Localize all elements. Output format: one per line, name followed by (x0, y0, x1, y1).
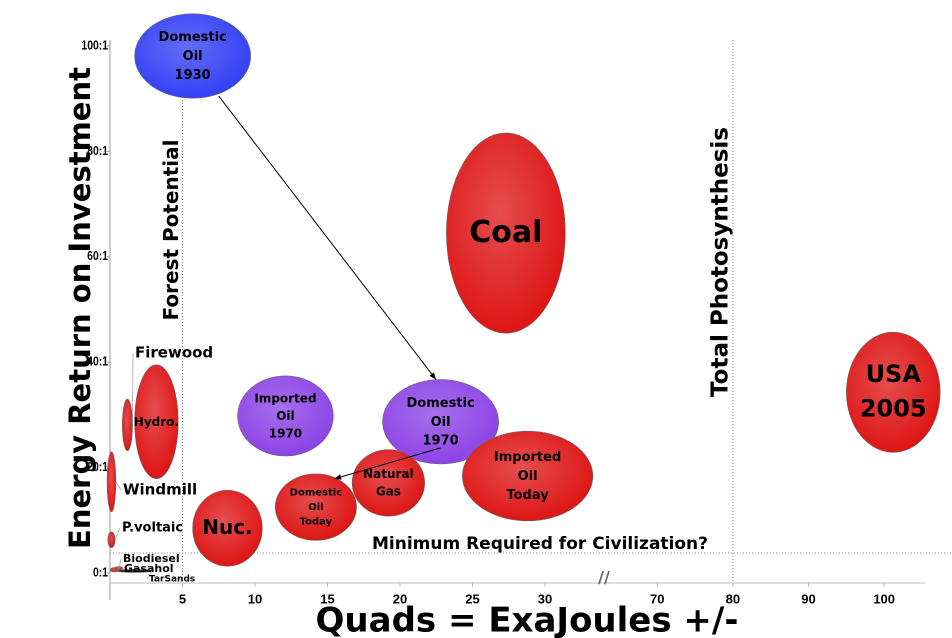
bubble (382, 379, 499, 465)
y-axis-title: Energy Return on Investment (63, 67, 97, 549)
bubble (134, 364, 179, 479)
arrow (334, 447, 441, 480)
x-tick-label: 25 (465, 591, 479, 606)
bubble-label-line: 2005 (860, 395, 927, 423)
x-tick-label: 70 (650, 591, 664, 606)
bubble-label-line: Imported (254, 391, 316, 405)
bubble-label: Gasahol (124, 562, 174, 575)
bubble-label-line: Oil (183, 49, 203, 64)
x-tick-label: 80 (726, 591, 740, 606)
leader-line (114, 527, 121, 540)
bubble (351, 449, 425, 517)
bubble-label-line: Oil (518, 469, 538, 484)
bubble-label-line: Oil (308, 502, 323, 513)
bubble (122, 398, 133, 452)
bubble-label: Coal (469, 215, 542, 250)
bubble (846, 331, 941, 453)
leader-line (118, 558, 122, 570)
bubble-label-line: Oil (431, 414, 451, 429)
bubble-label: USA 2005 (860, 360, 927, 423)
x-tick-label: 100 (873, 591, 895, 606)
bubble-label-line: Gas (376, 484, 401, 498)
bubble-label-line: Imported (494, 450, 561, 465)
bubble-label-line: Nuc. (202, 515, 252, 539)
bubble-label: Imported Oil Today (494, 450, 561, 503)
leader-line (115, 481, 122, 491)
bubble (134, 13, 251, 99)
bubble (446, 132, 566, 334)
bubble-label: Domestic Oil Today (290, 488, 343, 528)
bubble-label: Firewood (135, 344, 213, 362)
bubble (106, 451, 117, 513)
bubble (274, 473, 357, 541)
bubble-label-line: Oil (276, 408, 294, 422)
bubble-label-line: USA (866, 360, 922, 388)
y-tick-label: 20:1 (87, 460, 108, 474)
bubble-label-line: Hydro. (134, 414, 179, 428)
bubble-label: P.voltaic (122, 521, 183, 536)
reference-label: Total Photosynthesis (707, 127, 733, 397)
arrow (218, 95, 437, 380)
leader-line (121, 567, 124, 570)
axis-break: // (598, 568, 610, 587)
bubble-label-line: Domestic (290, 488, 343, 499)
bubble (237, 375, 334, 457)
y-tick-label: 40:1 (87, 355, 108, 369)
y-tick-label: 60:1 (87, 249, 108, 263)
bubble-label-line: Coal (469, 215, 542, 250)
x-tick-label: 30 (538, 591, 552, 606)
bubble-label-line: 1930 (175, 67, 211, 82)
bubble-label: Hydro. (134, 414, 179, 428)
leader-line (146, 570, 153, 580)
bubble-label: Natural Gas (363, 467, 414, 498)
bubble-label: Domestic Oil 1970 (406, 395, 474, 448)
bubble-label-line: Today (300, 517, 333, 528)
bubble (107, 531, 116, 549)
bubble-label-line: Domestic (159, 30, 227, 45)
bubble (192, 489, 263, 567)
x-tick-label: 5 (179, 591, 186, 606)
x-axis-title: Quads = ExaJoules +/- (316, 601, 739, 638)
bubble-label: Domestic Oil 1930 (159, 30, 227, 83)
bubble-label-line: Natural (363, 467, 414, 481)
x-tick-label: 10 (248, 591, 262, 606)
bubble-label: Biodiesel (123, 552, 180, 565)
bubble-label-line: 1970 (423, 433, 459, 448)
reference-label: Forest Potential (159, 140, 183, 321)
x-tick-label: 90 (801, 591, 815, 606)
bubble-label: Nuc. (202, 515, 252, 539)
bubble-label: Imported Oil 1970 (254, 391, 316, 440)
reference-label: Minimum Required for Civilization? (372, 534, 708, 554)
bubble (462, 430, 594, 522)
bubble-label-line: 1970 (269, 426, 302, 440)
bubble-label-line: Domestic (406, 395, 474, 410)
bubble-label-line: Today (506, 487, 549, 502)
bubble-label: TarSands (149, 575, 195, 585)
y-tick-label: 0:1 (93, 565, 108, 579)
y-tick-label: 80:1 (87, 144, 108, 158)
bubble-label: Windmill (123, 481, 197, 499)
leader-line (132, 352, 134, 425)
y-tick-label: 100:1 (81, 38, 108, 52)
x-tick-label: 15 (320, 591, 334, 606)
x-tick-label: 20 (393, 591, 407, 606)
